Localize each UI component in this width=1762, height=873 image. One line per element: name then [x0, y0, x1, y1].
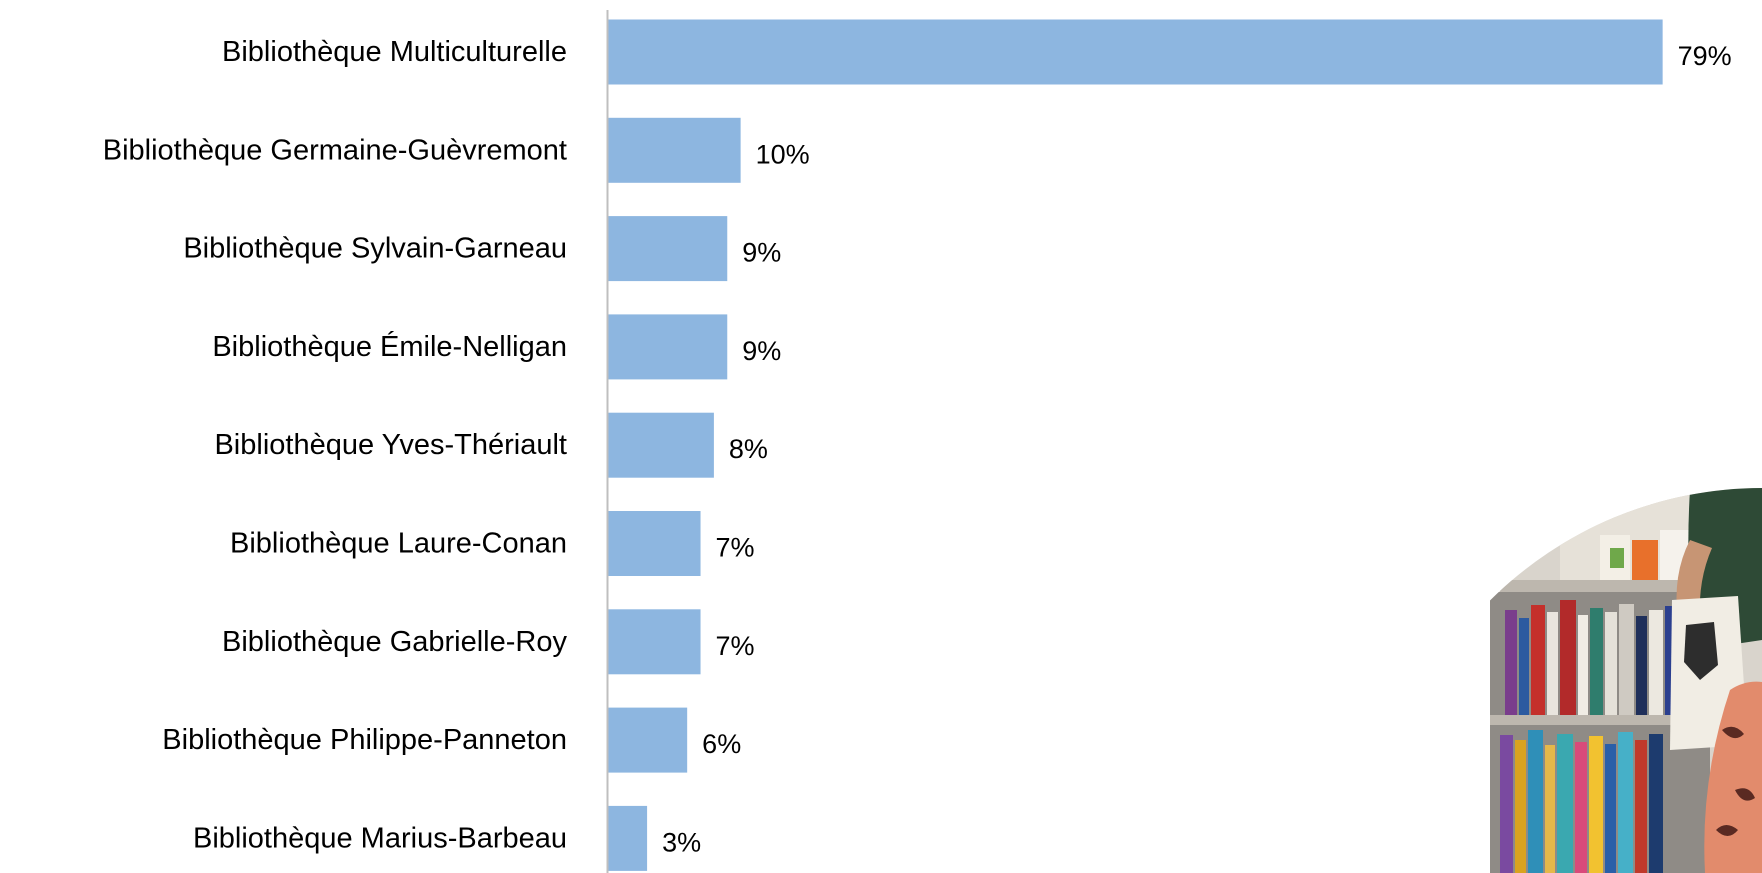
category-label-8: Bibliothèque Marius-Barbeau	[193, 822, 567, 854]
book	[1578, 615, 1588, 715]
value-label-6: 7%	[716, 631, 755, 661]
book	[1528, 730, 1543, 873]
book	[1560, 600, 1576, 715]
bar-8	[607, 805, 648, 871]
category-label-0: Bibliothèque Multiculturelle	[222, 36, 567, 68]
product-box-4	[1610, 548, 1624, 568]
bar-4	[607, 412, 714, 478]
top-shelf	[1500, 580, 1700, 592]
category-labels: Bibliothèque Multiculturelle Bibliothèque…	[103, 36, 568, 854]
value-label-1: 10%	[756, 139, 810, 169]
category-label-3: Bibliothèque Émile-Nelligan	[212, 330, 567, 363]
value-label-0: 79%	[1678, 41, 1732, 71]
category-label-2: Bibliothèque Sylvain-Garneau	[183, 233, 567, 265]
book	[1649, 734, 1663, 873]
book	[1605, 744, 1616, 873]
book	[1589, 736, 1603, 873]
tote-bag-print	[1684, 622, 1718, 680]
book	[1500, 735, 1513, 873]
book	[1575, 742, 1587, 873]
bar-1	[607, 117, 741, 183]
book	[1531, 605, 1545, 715]
value-label-2: 9%	[742, 238, 781, 268]
category-label-5: Bibliothèque Laure-Conan	[230, 528, 567, 560]
bar-7	[607, 707, 688, 773]
value-label-7: 6%	[702, 729, 741, 759]
middle-shelf	[1490, 715, 1710, 725]
book	[1557, 734, 1573, 873]
book	[1545, 745, 1555, 873]
bar-2	[607, 216, 728, 282]
bar-3	[607, 314, 728, 380]
person-shorts	[1704, 681, 1762, 873]
value-label-5: 7%	[716, 533, 755, 563]
value-label-4: 8%	[729, 434, 768, 464]
book	[1636, 616, 1647, 715]
value-label-3: 9%	[742, 336, 781, 366]
book	[1519, 618, 1529, 715]
category-label-1: Bibliothèque Germaine-Guèvremont	[103, 134, 567, 166]
book	[1590, 608, 1603, 715]
book	[1515, 740, 1526, 873]
book	[1619, 604, 1634, 715]
category-label-6: Bibliothèque Gabrielle-Roy	[222, 626, 567, 658]
book	[1649, 610, 1663, 715]
value-labels: 79% 10% 9% 9% 8% 7% 7% 6% 3%	[662, 41, 1732, 857]
book	[1547, 612, 1558, 715]
book	[1605, 612, 1617, 715]
category-label-4: Bibliothèque Yves-Thériault	[214, 429, 567, 461]
bars-layer	[607, 19, 1663, 871]
value-label-8: 3%	[662, 827, 701, 857]
product-box-2	[1632, 540, 1658, 580]
bar-6	[607, 609, 701, 675]
book	[1505, 610, 1517, 715]
bar-5	[607, 511, 701, 576]
category-label-7: Bibliothèque Philippe-Panneton	[162, 724, 567, 756]
book	[1635, 740, 1647, 873]
bar-0	[607, 19, 1663, 85]
book	[1618, 732, 1633, 873]
